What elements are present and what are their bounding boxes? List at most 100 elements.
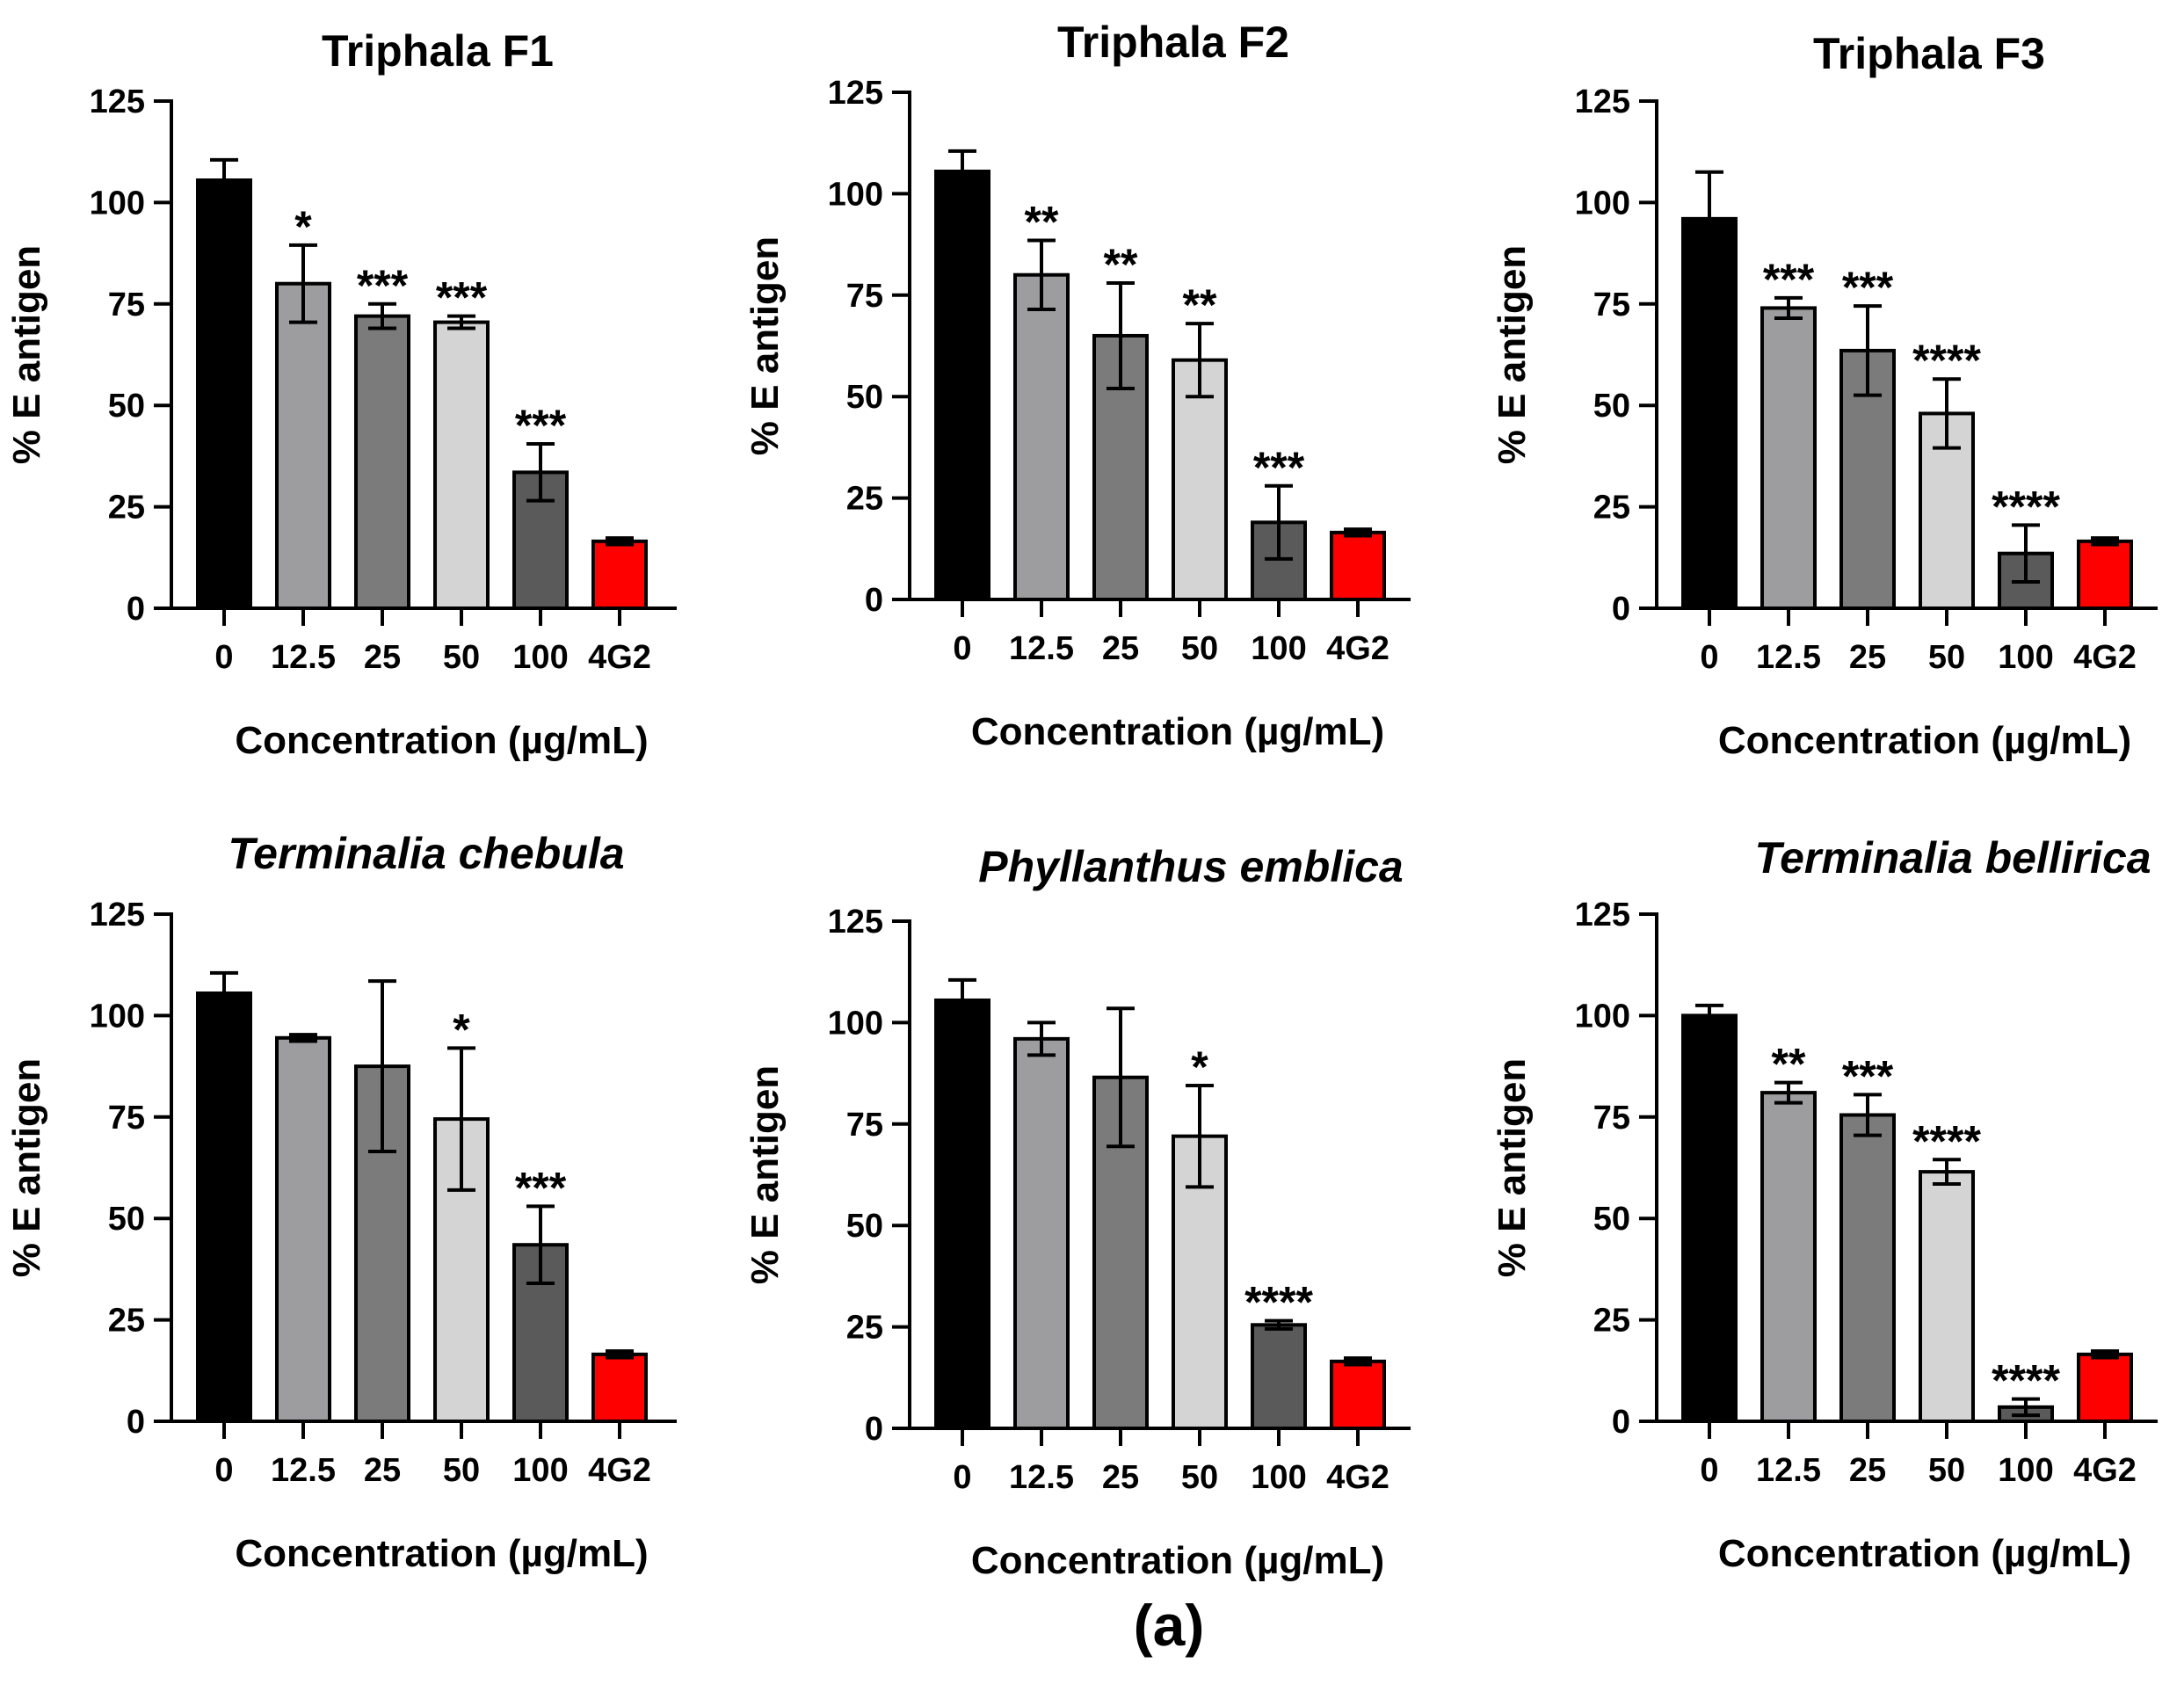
x-tick-label: 50 (443, 1452, 480, 1489)
x-tick-label: 100 (1998, 639, 2053, 676)
bar-12.5 (1013, 1036, 1070, 1430)
y-tick-label: 0 (127, 1404, 145, 1441)
x-tick-label: 25 (364, 1452, 401, 1489)
x-axis-label: Concentration (µg/mL) (1718, 1532, 2131, 1575)
x-tick-label: 100 (512, 1452, 568, 1489)
chart-panel-3: Triphala F3 0 25 50 75 100 125 % E antigen 0 *** 1… (1491, 29, 2158, 762)
y-axis-label: % E antigen (744, 236, 787, 455)
x-tick-label: 25 (1102, 630, 1139, 667)
y-tick-label: 100 (828, 176, 883, 213)
y-axis-label: % E antigen (744, 1065, 787, 1284)
bar-25 (354, 314, 410, 610)
x-tick-label: 12.5 (1756, 639, 1821, 676)
y-tick-label: 125 (90, 897, 145, 933)
bar-0 (196, 991, 252, 1423)
significance-label: *** (515, 401, 567, 450)
y-tick-label: 125 (1575, 84, 1630, 120)
bar-4G2 (1330, 530, 1386, 601)
significance-label: ** (1104, 240, 1138, 289)
significance-label: *** (1763, 255, 1815, 304)
y-tick-label: 50 (846, 379, 883, 416)
y-tick-label: 0 (865, 1411, 883, 1448)
x-tick-label: 4G2 (1326, 630, 1389, 667)
chart-title: Triphala F3 (1813, 29, 2045, 78)
bar-12.5 (1760, 1091, 1817, 1423)
x-tick-label: 50 (1181, 630, 1218, 667)
significance-label: * (453, 1005, 470, 1054)
y-tick-label: 75 (108, 1100, 145, 1137)
bar-25 (1839, 1113, 1896, 1423)
bar-4G2 (2077, 1352, 2133, 1424)
y-tick-label: 0 (1612, 591, 1630, 628)
y-tick-label: 100 (90, 185, 145, 222)
significance-label: **** (1992, 1356, 2060, 1405)
significance-label: *** (515, 1163, 567, 1212)
bar-0 (1681, 1013, 1738, 1424)
bar-12.5 (1760, 306, 1817, 610)
significance-label: **** (1244, 1278, 1313, 1327)
bar-4G2 (2077, 539, 2133, 610)
x-tick-label: 100 (1251, 630, 1306, 667)
y-tick-label: 50 (108, 388, 145, 425)
x-tick-label: 50 (1181, 1459, 1218, 1496)
y-tick-label: 50 (846, 1208, 883, 1245)
y-tick-label: 75 (1593, 1100, 1630, 1137)
figure-caption: (a) (1134, 1593, 1205, 1658)
x-axis-label: Concentration (µg/mL) (235, 1532, 648, 1575)
y-tick-label: 50 (1593, 1201, 1630, 1238)
x-axis-label: Concentration (µg/mL) (971, 710, 1384, 753)
y-tick-label: 100 (1575, 185, 1630, 222)
significance-label: *** (357, 261, 409, 310)
x-tick-label: 0 (214, 1452, 233, 1489)
y-tick-label: 75 (108, 287, 145, 323)
chart-panel-4: Terminalia chebula 0 25 50 75 100 125 % E antig… (5, 829, 677, 1575)
significance-label: * (1191, 1042, 1208, 1092)
x-tick-label: 0 (953, 1459, 971, 1496)
x-tick-label: 4G2 (2073, 1452, 2137, 1489)
y-tick-label: 75 (1593, 287, 1630, 323)
bar-12.5 (275, 1035, 331, 1423)
significance-label: **** (1912, 336, 1981, 385)
y-tick-label: 0 (865, 582, 883, 619)
y-tick-label: 25 (1593, 490, 1630, 527)
significance-label: *** (436, 273, 488, 323)
x-tick-label: 4G2 (588, 1452, 651, 1489)
bar-12.5 (275, 281, 331, 610)
y-tick-label: 125 (90, 84, 145, 120)
y-tick-label: 25 (108, 490, 145, 527)
x-tick-label: 4G2 (1326, 1459, 1389, 1496)
x-tick-label: 25 (1849, 1452, 1886, 1489)
x-tick-label: 0 (953, 630, 971, 667)
bar-0 (934, 999, 990, 1430)
x-tick-label: 12.5 (1756, 1452, 1821, 1489)
significance-label: *** (1842, 1051, 1894, 1100)
x-axis-label: Concentration (µg/mL) (971, 1539, 1384, 1582)
bar-0 (934, 170, 990, 601)
bar-50 (433, 320, 490, 610)
x-tick-label: 12.5 (271, 639, 336, 676)
y-tick-label: 50 (1593, 388, 1630, 425)
bar-0 (196, 178, 252, 610)
x-tick-label: 0 (1700, 1452, 1718, 1489)
y-tick-label: 25 (846, 481, 883, 518)
x-tick-label: 50 (1928, 639, 1965, 676)
y-tick-label: 125 (828, 75, 883, 112)
bar-12.5 (1013, 272, 1070, 601)
x-axis-label: Concentration (µg/mL) (1718, 719, 2131, 762)
x-tick-label: 50 (443, 639, 480, 676)
significance-label: ** (1025, 197, 1059, 246)
x-tick-label: 25 (1102, 1459, 1139, 1496)
bar-0 (1681, 216, 1738, 610)
y-tick-label: 25 (846, 1310, 883, 1347)
chart-title: Terminalia chebula (228, 829, 624, 878)
chart-panel-5: Phyllanthus emblica 0 25 50 75 100 125 % E anti… (744, 842, 1411, 1582)
x-tick-label: 12.5 (271, 1452, 336, 1489)
y-axis-label: % E antigen (5, 1058, 48, 1277)
y-tick-label: 100 (90, 998, 145, 1035)
x-tick-label: 100 (1998, 1452, 2053, 1489)
chart-title: Triphala F1 (322, 26, 554, 76)
y-tick-label: 50 (108, 1201, 145, 1238)
y-tick-label: 75 (846, 278, 883, 315)
x-tick-label: 4G2 (2073, 639, 2137, 676)
